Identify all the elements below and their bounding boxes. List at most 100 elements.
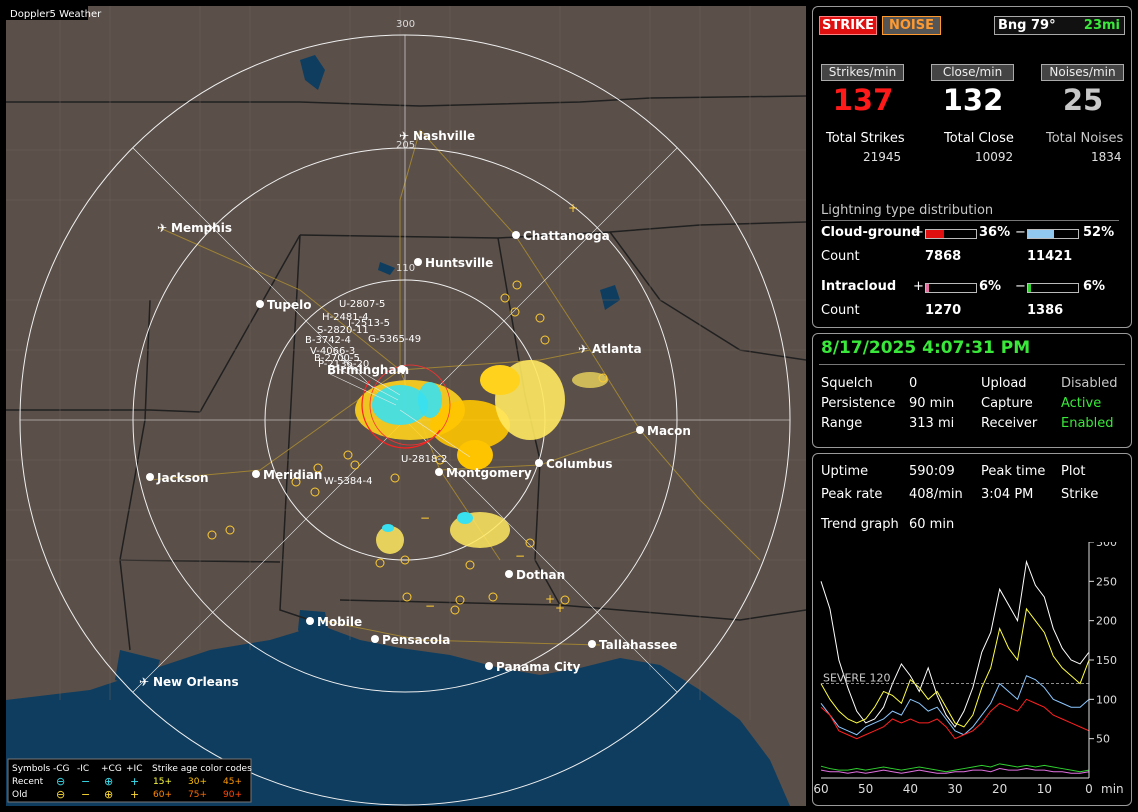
- capture-value: Active: [1061, 396, 1102, 411]
- peak-rate-value: 408/min: [909, 487, 963, 502]
- trend-label: Trend graph: [821, 517, 899, 532]
- ic-positive-pct: 6%: [979, 279, 1002, 294]
- trend-series-5: [820, 768, 1090, 774]
- airport-icon: ✈: [578, 342, 588, 356]
- storm-label: P-2136-20: [318, 359, 369, 370]
- lightning-map[interactable]: 300 205 110 +++ −−−: [0, 0, 808, 812]
- y-tick-label: 300: [1096, 542, 1117, 549]
- city-mobile: Mobile: [317, 615, 362, 629]
- storm-label: W-5384-4: [324, 476, 373, 487]
- trend-series-0: [820, 559, 1090, 728]
- airport-icon: ✈: [139, 675, 149, 689]
- x-tick-label: 10: [1037, 782, 1052, 796]
- capture-label: Capture: [981, 396, 1033, 411]
- cg-minus-sign: −: [1015, 225, 1026, 240]
- x-tick-label: 0: [1085, 782, 1093, 796]
- persistence-label: Persistence: [821, 396, 896, 411]
- total-close-label: Total Close: [944, 131, 1014, 146]
- svg-text:45+: 45+: [223, 777, 242, 787]
- plot-label: Plot: [1061, 464, 1086, 479]
- svg-text:+: +: [130, 775, 139, 788]
- city-meridian: Meridian: [263, 468, 322, 482]
- ic-negative-pct: 6%: [1083, 279, 1106, 294]
- city-jackson: Jackson: [156, 471, 209, 485]
- svg-text:−: −: [515, 549, 525, 563]
- cg-negative-count: 11421: [1027, 249, 1073, 264]
- storm-label: U-2807-5: [339, 299, 385, 310]
- status-panel: 8/17/2025 4:07:31 PM Squelch 0 Persisten…: [812, 333, 1132, 448]
- noise-button[interactable]: NOISE: [882, 16, 941, 35]
- app-title: Doppler5 Weather: [10, 9, 102, 20]
- y-tick-label: 250: [1096, 575, 1117, 588]
- trend-value: 60 min: [909, 517, 955, 532]
- city-montgomery: Montgomery: [446, 466, 532, 480]
- trend-series-2: [820, 675, 1090, 736]
- svg-text:+: +: [545, 592, 555, 606]
- severe-threshold-label: SEVERE 120: [823, 672, 891, 685]
- city-panama-city: Panama City: [496, 660, 581, 674]
- close-per-min-label: Close/min: [931, 64, 1014, 81]
- cg-count-label: Count: [821, 249, 860, 264]
- close-per-min: 132: [942, 83, 1004, 117]
- strike-button[interactable]: STRIKE: [819, 16, 877, 35]
- storm-label: H-2481-4: [322, 312, 369, 323]
- storm-label: G-5365-49: [368, 334, 421, 345]
- bearing-value: Bng 79°: [998, 18, 1056, 33]
- x-tick-label: 50: [858, 782, 873, 796]
- city-macon: Macon: [647, 424, 691, 438]
- strikes-per-min: 137: [832, 83, 894, 117]
- peak-time-value: 3:04 PM: [981, 487, 1034, 502]
- storm-label: U-2818-2: [401, 454, 447, 465]
- ic-positive-bar: [925, 283, 977, 293]
- total-close: 10092: [975, 150, 1014, 164]
- noises-per-min: 25: [1062, 83, 1104, 117]
- svg-text:Strike age color codes: Strike age color codes: [152, 764, 252, 774]
- ic-count-label: Count: [821, 303, 860, 318]
- x-tick-label: 40: [903, 782, 918, 796]
- upload-value: Disabled: [1061, 376, 1118, 391]
- total-noises: 1834: [1091, 150, 1122, 164]
- ic-negative-count: 1386: [1027, 303, 1064, 318]
- range-label: Range: [821, 416, 863, 431]
- trend-panel: Uptime 590:09 Peak time 3:04 PM Plot Str…: [812, 453, 1132, 806]
- persistence-value: 90 min: [909, 396, 955, 411]
- city-chattanooga: Chattanooga: [523, 229, 610, 243]
- svg-text:15+: 15+: [153, 777, 172, 787]
- ring-label-110: 110: [396, 263, 415, 274]
- distance-value: 23mi: [1083, 18, 1120, 33]
- svg-text:−: −: [420, 511, 430, 525]
- svg-text:Old: Old: [12, 790, 27, 800]
- y-tick-label: 100: [1096, 693, 1117, 706]
- y-tick-label: 200: [1096, 615, 1117, 628]
- svg-text:+: +: [555, 601, 565, 615]
- storm-label: I-2513-5: [348, 318, 390, 329]
- city-memphis: Memphis: [171, 221, 232, 235]
- svg-text:60+: 60+: [153, 790, 172, 800]
- ring-label-300: 300: [396, 19, 415, 30]
- storm-label: V-4066-3: [310, 346, 355, 357]
- x-axis-label: min: [1101, 782, 1124, 796]
- cg-positive-pct: 36%: [979, 225, 1011, 240]
- storm-label: B-3742-4: [305, 335, 351, 346]
- storm-label: B-2700-5: [314, 353, 360, 364]
- trend-series-1: [820, 607, 1090, 728]
- city-nashville: Nashville: [413, 129, 475, 143]
- strikes-per-min-label: Strikes/min: [821, 64, 904, 81]
- city-tupelo: Tupelo: [267, 298, 312, 312]
- y-tick-label: 150: [1096, 654, 1117, 667]
- squelch-value: 0: [909, 376, 918, 391]
- city-tallahassee: Tallahassee: [599, 638, 677, 652]
- city-huntsville: Huntsville: [425, 256, 493, 270]
- cg-positive-count: 7868: [925, 249, 962, 264]
- ic-minus-sign: −: [1015, 279, 1026, 294]
- airport-icon: ✈: [399, 129, 409, 143]
- svg-text:+: +: [130, 788, 139, 801]
- svg-text:-IC: -IC: [77, 764, 89, 774]
- cg-negative-bar: [1027, 229, 1079, 239]
- svg-text:−: −: [425, 599, 435, 613]
- ic-positive-count: 1270: [925, 303, 962, 318]
- svg-text:⊖: ⊖: [56, 788, 65, 801]
- trend-series-3: [820, 698, 1090, 740]
- svg-text:90+: 90+: [223, 790, 242, 800]
- city-markers: ✈ Nashville ✈ Memphis Chattanooga Huntsv…: [139, 129, 691, 689]
